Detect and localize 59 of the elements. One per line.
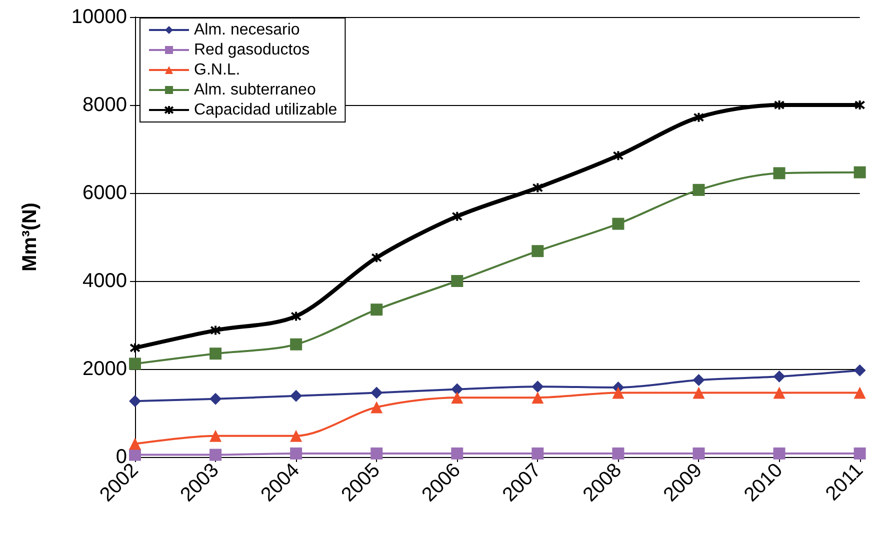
point [290,310,302,322]
point [532,182,544,194]
legend-label: Red gasoductos [194,42,310,58]
point [854,166,866,178]
point [370,304,383,316]
point [773,447,786,460]
point [532,392,544,404]
point [612,386,624,399]
y-tick-label: 4000 [82,270,127,292]
point [290,430,302,442]
point [210,392,222,405]
point [854,386,866,399]
point [129,395,141,408]
point [774,100,785,110]
point [692,447,705,460]
point [854,447,866,460]
point [532,380,544,393]
point [612,218,624,230]
point [773,386,786,399]
point [290,390,302,402]
point [129,438,141,450]
point [692,386,705,399]
point [130,342,140,354]
point [773,167,786,180]
y-tick-label: 8000 [82,94,127,116]
point [612,447,624,460]
point [370,447,383,460]
legend-label: Alm. necesario [194,22,300,38]
legend-label: G.N.L. [194,62,240,78]
y-tick-label: 10000 [71,6,127,28]
point [532,245,544,258]
legend-label: Alm. subterraneo [194,82,316,98]
point [370,401,383,414]
point [773,370,786,382]
point [612,150,624,162]
point [210,448,222,461]
point [290,447,302,460]
point [290,338,302,350]
point [532,447,544,460]
point [210,430,222,442]
point [692,184,705,196]
point [371,252,382,264]
point [129,358,141,370]
y-tick-label: 2000 [82,358,127,380]
point [210,348,222,360]
point [692,374,705,386]
y-axis-title: Mm³(N) [19,202,41,272]
point [451,383,464,396]
point [129,448,141,461]
y-tick-label: 6000 [82,182,127,204]
point [452,210,463,222]
point [451,275,464,287]
point [210,324,222,336]
point [854,364,866,376]
legend-label: Capacidad utilizable [194,102,338,118]
point [693,112,704,123]
point [451,392,464,404]
point [370,386,383,399]
point [451,447,464,460]
